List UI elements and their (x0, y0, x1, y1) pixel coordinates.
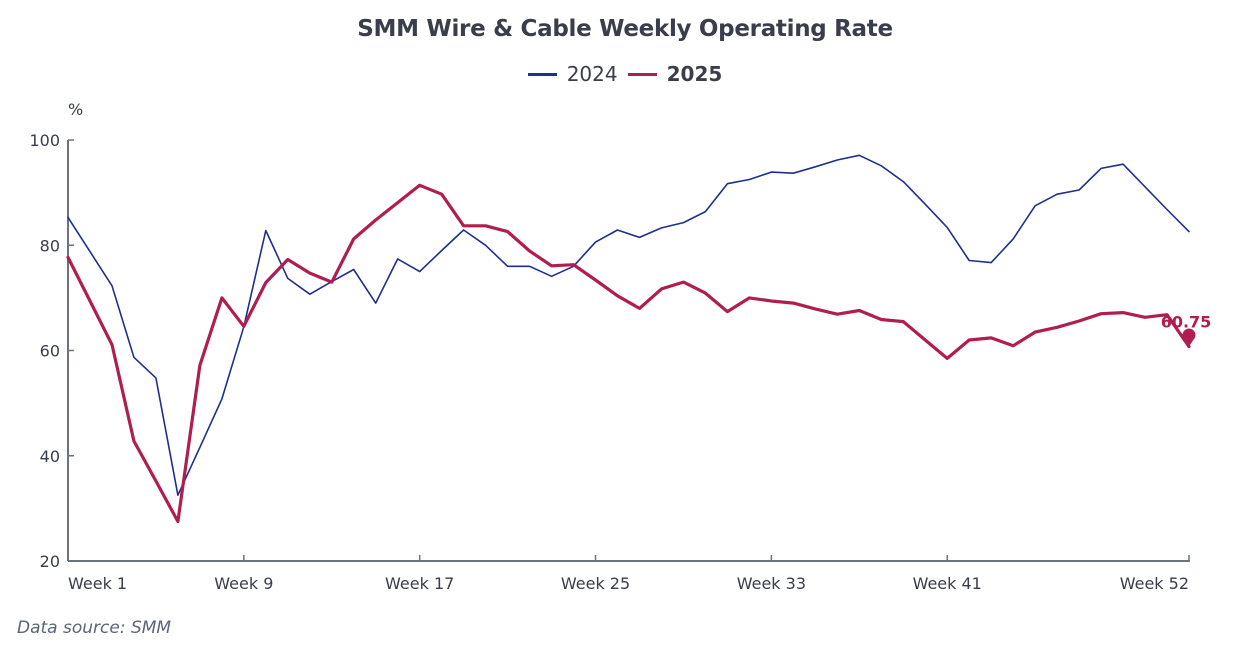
series-lines (66, 154, 1191, 524)
end-point-marker (1182, 328, 1196, 347)
legend-item-2025[interactable]: 2025 (627, 62, 723, 86)
x-tick-label: Week 17 (385, 574, 454, 593)
x-tick-label: Week 41 (913, 574, 982, 593)
chart-title: SMM Wire & Cable Weekly Operating Rate (357, 16, 893, 42)
y-tick-label: 60 (40, 342, 60, 361)
x-axis-ticks: Week 1 Week 9 Week 17 Week 25 Week 33 Week 41… (68, 555, 1190, 593)
y-tick-label: 100 (29, 131, 60, 150)
legend-label-2024: 2024 (566, 62, 618, 86)
x-tick-label: Week 1 (68, 574, 127, 593)
legend-label-2025: 2025 (666, 62, 723, 86)
legend-swatch-2024 (527, 72, 557, 76)
legend: 2024 2025 (0, 62, 1242, 86)
data-source-note: Data source: SMM (17, 618, 172, 638)
y-axis-ticks: 20 40 60 80 100 (29, 131, 74, 571)
x-tick-label: Week 33 (737, 574, 806, 593)
series-line-2025 (66, 183, 1191, 524)
y-tick-label: 20 (40, 552, 60, 571)
x-tick-label: Week 25 (561, 574, 630, 593)
series-line-2024 (67, 154, 1190, 497)
y-axis-unit-label: % (68, 100, 84, 119)
legend-item-2024[interactable]: 2024 (527, 62, 618, 86)
x-tick-label: Week 52 (1120, 574, 1189, 593)
y-tick-label: 40 (40, 447, 60, 466)
y-tick-label: 80 (40, 236, 60, 255)
x-tick-label: Week 9 (214, 574, 273, 593)
legend-swatch-2025 (627, 72, 657, 76)
pin-marker-icon (1182, 328, 1196, 347)
annotations: 60.75 (1161, 313, 1212, 347)
end-value-label: 60.75 (1161, 313, 1212, 332)
